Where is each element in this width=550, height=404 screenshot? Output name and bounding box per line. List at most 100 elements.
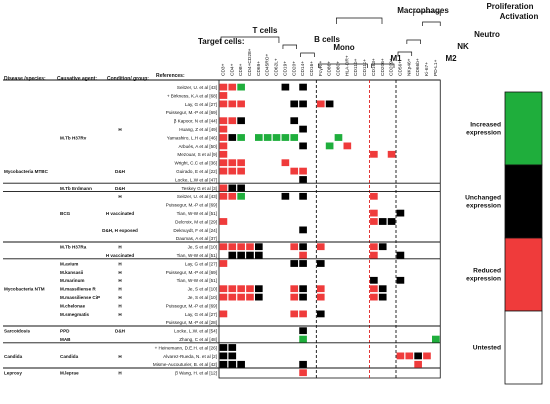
heatmap-cell	[370, 218, 378, 225]
heatmap-cell	[237, 360, 245, 368]
row-agent: M.Tb Erdmann	[60, 186, 92, 191]
marker-label: CD56+	[397, 61, 403, 76]
heatmap-cell	[432, 335, 440, 343]
row-reference: Locke, L.W et al [47]	[175, 177, 217, 182]
heatmap-cell	[228, 360, 237, 368]
heatmap-cell	[325, 142, 334, 150]
row-disease: Candida	[4, 354, 23, 359]
row-condition: H	[118, 295, 122, 300]
row-agent: M.massiliense R	[60, 287, 96, 292]
row-reference: Wright, C.C et al [36]	[174, 161, 217, 166]
row-reference: Tian, W-W et al [51]	[177, 278, 217, 283]
heatmap-cell	[219, 150, 228, 158]
heatmap-cell	[237, 285, 245, 293]
row-reference: β Kapoor, N et al [44]	[174, 119, 217, 124]
marker-label: CD3+	[220, 63, 226, 76]
references-header: References:	[156, 73, 185, 79]
heatmap-cell	[316, 260, 325, 267]
row-agent: PPD	[60, 329, 70, 334]
heatmap-cell	[334, 134, 343, 141]
heatmap-cell	[290, 285, 299, 293]
heatmap-cell	[219, 117, 228, 125]
row-reference: Tian, W-W et al [51]	[177, 211, 217, 216]
group-bracket	[413, 11, 441, 16]
marker-label: CD209+	[389, 58, 395, 76]
row-reference: β Wang, H. et al [12]	[175, 371, 217, 376]
group-bracket	[422, 21, 441, 26]
heatmap-cell	[228, 352, 237, 360]
legend-swatch	[504, 91, 543, 166]
heatmap-cell	[219, 159, 228, 167]
legend-label: Unchanged expression	[465, 195, 501, 210]
row-agent: M.leprae	[60, 371, 79, 376]
row-agent: M.marinum	[60, 278, 85, 283]
heatmap-cell	[228, 251, 237, 259]
marker-label: CD11b+	[353, 58, 359, 76]
row-reference: Misme-Aucouturier, B. et al [42]	[153, 362, 217, 367]
row-reference: Guirado, E et al [22]	[176, 169, 217, 174]
row-agent: M.kansasii	[60, 270, 83, 275]
group-bracket	[336, 17, 383, 24]
row-reference: Lay, G et al [27]	[185, 312, 217, 317]
heatmap-cell	[255, 293, 263, 301]
heatmap-cell	[316, 285, 325, 293]
heatmap-cell	[228, 192, 237, 200]
row-reference: + Birkness, K.A et al [68]	[167, 93, 217, 98]
heatmap-cell	[281, 134, 290, 141]
row-reference: Delcroix, M et al [29]	[175, 219, 217, 224]
legend-label: Reduced expression	[466, 268, 501, 283]
marker-label: CD8+	[238, 63, 244, 76]
heatmap-cell	[228, 285, 237, 293]
row-reference: Arbués, A et al [50]	[178, 144, 217, 149]
row-condition: D&H	[115, 186, 126, 191]
heatmap-cell	[299, 251, 307, 259]
heatmap-cell	[228, 134, 237, 141]
group-bracket	[300, 52, 315, 57]
marker-label: CD4+	[229, 63, 235, 76]
row-reference: Je, S et al [10]	[188, 245, 217, 250]
heatmap-cell	[228, 100, 237, 108]
marker-label: CD62L+	[274, 58, 280, 76]
marker-label: PD-L1+	[433, 59, 439, 76]
heatmap-cell	[237, 134, 245, 141]
group-label: Proliferation	[486, 2, 533, 11]
heatmap-cell	[219, 83, 228, 91]
heatmap-cell	[290, 310, 299, 318]
row-agent: M.massiliense CiP	[60, 295, 100, 300]
heatmap-cell	[237, 192, 245, 200]
row-reference: Puissegur, M.-P et al [69]	[166, 203, 217, 208]
row-reference: Alvarez-Rueda, N. et al [2]	[163, 354, 217, 359]
heatmap-cell	[370, 276, 378, 284]
heatmap-cell	[290, 100, 299, 108]
marker-label: CD45RO+	[265, 54, 271, 76]
row-reference: Mezouar, S et al [9]	[177, 152, 217, 157]
heatmap-cell	[219, 125, 228, 133]
heatmap-cell	[219, 310, 228, 318]
row-reference: Seitzer, U. et al [43]	[177, 85, 217, 90]
grid-frame	[218, 79, 441, 379]
row-agent: BCG	[60, 211, 71, 216]
heatmap-cell	[219, 134, 228, 141]
causative-agent-header: Causative agent:	[57, 76, 97, 82]
group-label: Mono	[333, 43, 354, 52]
heatmap-cell	[219, 142, 228, 150]
heatmap-cell	[219, 243, 228, 251]
heatmap-cell	[237, 243, 245, 251]
heatmap-cell	[255, 251, 263, 259]
legend: Increased expression Unchanged expression Re…	[465, 91, 543, 385]
row-reference: Zhang, C et al [48]	[179, 337, 217, 342]
group-bracket	[282, 44, 297, 49]
heatmap-cell	[325, 100, 334, 108]
group-bracket	[371, 63, 395, 68]
heatmap-cell	[228, 159, 237, 167]
marker-label: Ki-67+	[424, 62, 430, 76]
heatmap-cell	[299, 369, 307, 377]
heatmap-cell	[281, 192, 290, 200]
group-label: B cells	[314, 35, 340, 44]
marker-label: CD80+	[336, 61, 342, 76]
heatmap-cell	[414, 352, 422, 360]
heatmap-cell	[237, 167, 245, 175]
disease-species-header: Disease /species:	[4, 76, 46, 82]
heatmap-cell	[299, 243, 307, 251]
heatmap-cell	[237, 117, 245, 125]
